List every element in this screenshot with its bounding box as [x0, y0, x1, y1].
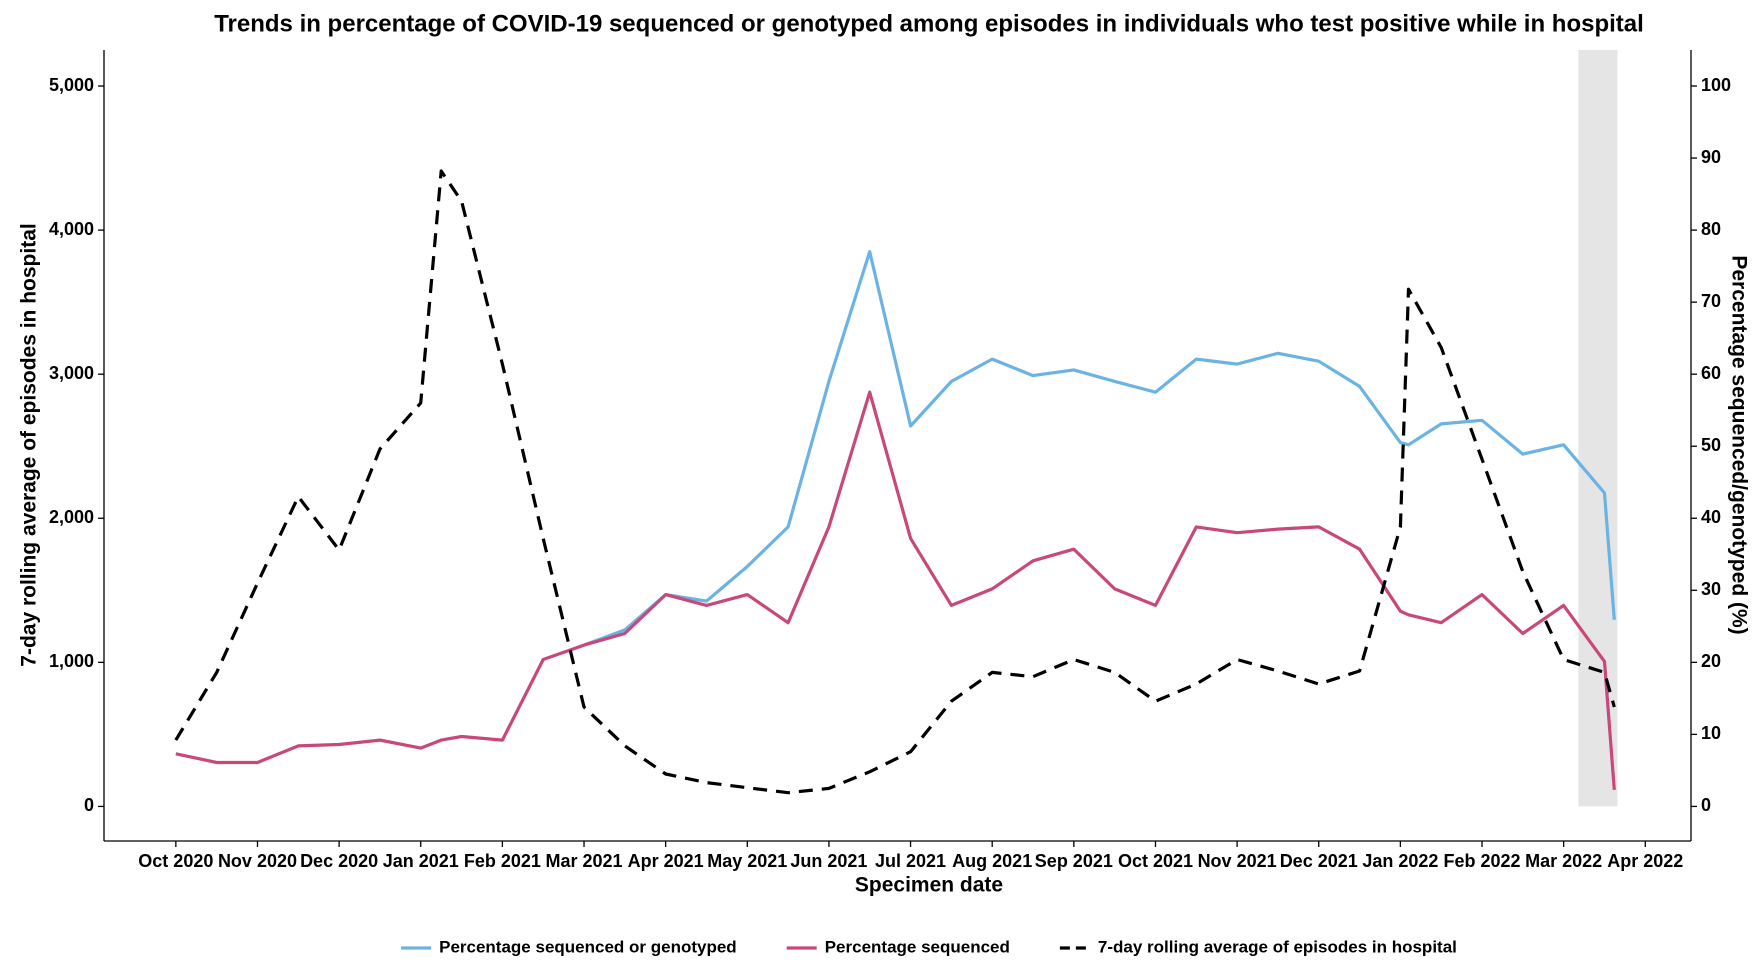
y-tick-label: 5,000	[49, 75, 94, 95]
x-tick-label: Apr 2021	[628, 851, 704, 871]
y-tick-label: 1,000	[49, 651, 94, 671]
x-tick-label: Apr 2022	[1607, 851, 1683, 871]
x-axis-title: Specimen date	[855, 874, 1003, 897]
x-tick-label: Mar 2022	[1525, 851, 1602, 871]
y2-tick-label: 50	[1701, 435, 1721, 455]
x-tick-label: Nov 2020	[218, 851, 297, 871]
y-tick-label: 0	[84, 795, 94, 815]
y2-tick-label: 20	[1701, 651, 1721, 671]
x-tick-label: Jul 2021	[875, 851, 946, 871]
legend-item: 7-day rolling average of episodes in hos…	[1059, 937, 1457, 956]
legend-label: 7-day rolling average of episodes in hos…	[1098, 937, 1457, 956]
y-tick-label: 4,000	[49, 219, 94, 239]
x-tick-label: Feb 2021	[464, 851, 541, 871]
series-line	[583, 250, 1616, 647]
y2-tick-label: 30	[1701, 579, 1721, 599]
x-tick-label: Jan 2021	[383, 851, 459, 871]
x-tick-label: Feb 2022	[1443, 851, 1520, 871]
x-tick-label: Sep 2021	[1035, 851, 1113, 871]
x-tick-label: Mar 2021	[545, 851, 622, 871]
x-tick-label: Jun 2021	[790, 851, 867, 871]
y2-tick-label: 60	[1701, 363, 1721, 383]
legend-item: Percentage sequenced	[786, 937, 1010, 956]
y2-tick-label: 0	[1701, 795, 1711, 815]
y2-tick-label: 80	[1701, 219, 1721, 239]
series-line	[175, 390, 1616, 791]
legend-item: Percentage sequenced or genotyped	[401, 937, 737, 956]
y2-tick-label: 100	[1701, 75, 1731, 95]
x-tick-label: Dec 2020	[300, 851, 378, 871]
y2-tick-label: 70	[1701, 291, 1721, 311]
highlight-region	[1578, 50, 1618, 807]
legend-label: Percentage sequenced	[825, 937, 1010, 956]
series-line	[174, 169, 1616, 795]
y-tick-label: 2,000	[49, 507, 94, 527]
x-tick-label: Nov 2021	[1198, 851, 1277, 871]
legend-label: Percentage sequenced or genotyped	[439, 937, 737, 956]
y2-tick-label: 40	[1701, 507, 1721, 527]
x-tick-label: Oct 2021	[1118, 851, 1193, 871]
x-tick-label: Aug 2021	[952, 851, 1032, 871]
y2-tick-label: 90	[1701, 147, 1721, 167]
x-tick-label: Oct 2020	[138, 851, 213, 871]
y-tick-label: 3,000	[49, 363, 94, 383]
chart-title: Trends in percentage of COVID-19 sequenc…	[214, 10, 1644, 37]
x-tick-label: Jan 2022	[1362, 851, 1438, 871]
y-axis-title: 7-day rolling average of episodes in hos…	[18, 223, 41, 666]
y2-axis-title: Percentage sequenced/genotyped (%)	[1727, 255, 1750, 634]
y2-tick-label: 10	[1701, 723, 1721, 743]
x-tick-label: Dec 2021	[1280, 851, 1358, 871]
x-tick-label: May 2021	[707, 851, 787, 871]
